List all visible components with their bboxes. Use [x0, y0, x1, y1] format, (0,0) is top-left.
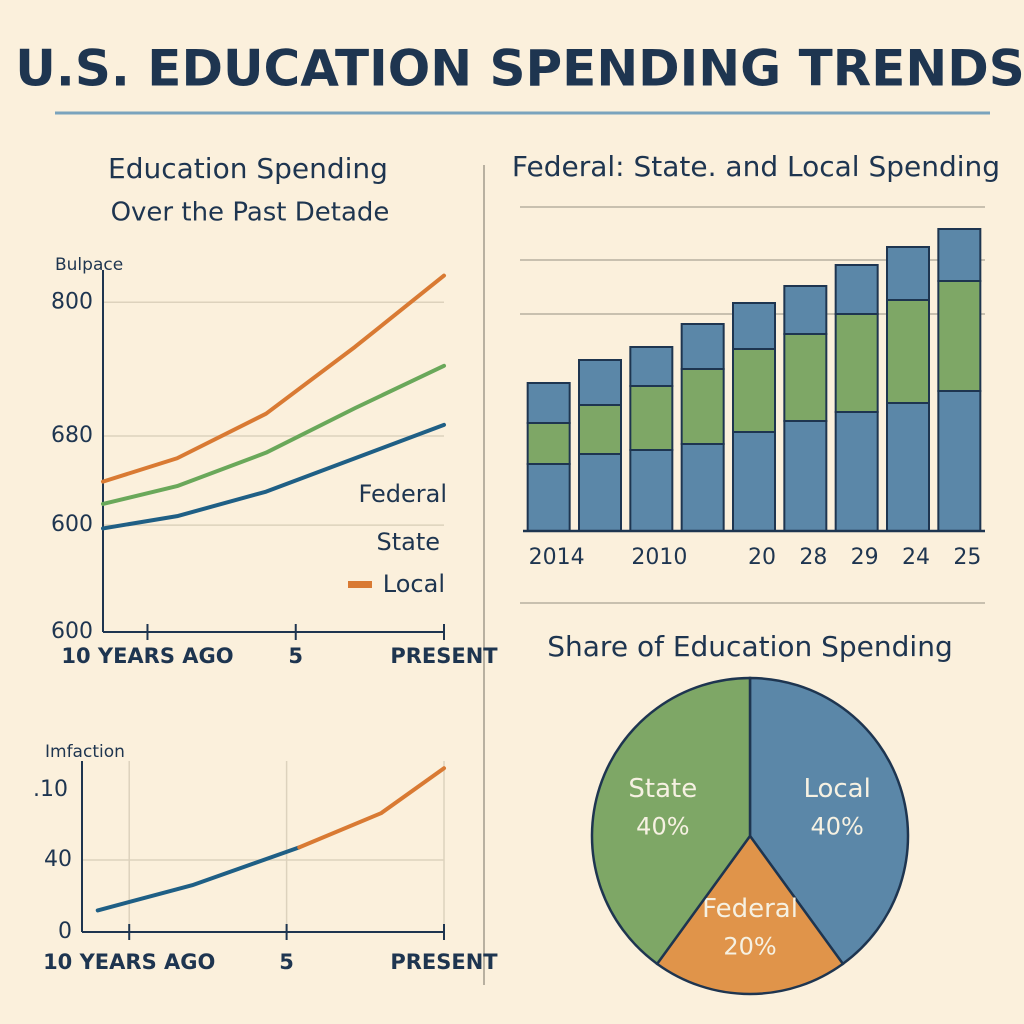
bar-segment — [937, 280, 982, 392]
y-tick-label: 40 — [44, 847, 72, 872]
slice-label: Federal — [702, 894, 798, 924]
y-axis-label: Imfaction — [45, 742, 125, 762]
x-tick-label: 24 — [902, 545, 930, 570]
bar-segment — [834, 264, 879, 315]
legend-swatch — [348, 581, 372, 588]
bar-segment — [886, 402, 930, 532]
slice-value: 20% — [723, 933, 776, 961]
bar-segment — [937, 228, 982, 282]
pie-slice — [590, 676, 752, 966]
bar-segment — [783, 285, 828, 335]
bar-segment — [526, 382, 571, 424]
bar-segment — [629, 385, 674, 451]
x-tick-label: 25 — [953, 545, 981, 570]
bar-segment — [629, 449, 674, 532]
bar-segment — [732, 302, 776, 350]
bar-segment — [886, 299, 930, 404]
y-axis-label: Bulpace — [55, 255, 123, 275]
legend-label: Federal — [359, 480, 448, 508]
chart-title: Share of Education Spending — [547, 630, 952, 663]
bar-segment — [886, 246, 930, 301]
bar-segment — [783, 333, 828, 422]
line-series — [95, 845, 302, 913]
bar-segment — [578, 404, 622, 455]
y-tick-label: 680 — [51, 423, 93, 448]
x-tick-label: 2014 — [529, 545, 585, 570]
bar-segment — [680, 368, 725, 445]
line-series — [101, 363, 446, 506]
x-tick-label: 5 — [279, 950, 294, 974]
x-tick-label: PRESENT — [390, 644, 498, 668]
y-tick-label: .10 — [33, 777, 68, 802]
slice-value: 40% — [810, 813, 863, 841]
bar-segment — [526, 463, 571, 532]
x-tick-label: 29 — [851, 545, 879, 570]
pie-slice — [748, 676, 910, 966]
bar-segment — [783, 420, 828, 532]
x-tick-label: 10 YEARS AGO — [61, 644, 233, 668]
legend-label: State — [376, 528, 440, 556]
chart-title: Education Spending — [108, 152, 388, 185]
bar-segment — [578, 453, 622, 532]
bar-segment — [834, 313, 879, 413]
bar-segment — [834, 411, 879, 532]
bar-segment — [680, 443, 725, 532]
chart-subtitle: Over the Past Detade — [111, 198, 390, 228]
bar-segment — [680, 323, 725, 370]
x-tick-label: 2010 — [631, 545, 687, 570]
line-series — [101, 422, 446, 531]
x-tick-label: 10 YEARS AGO — [43, 950, 215, 974]
bar-segment — [629, 346, 674, 387]
bar-segment — [578, 359, 622, 406]
slice-label: Local — [803, 774, 870, 804]
legend-label: Local — [383, 570, 445, 598]
y-tick-label: 0 — [58, 919, 72, 944]
pie-slice — [655, 833, 845, 996]
bar-segment — [937, 390, 982, 532]
x-tick-label: 5 — [288, 644, 303, 668]
x-tick-label: 28 — [799, 545, 827, 570]
bar-segment — [732, 348, 776, 433]
slice-label: State — [628, 774, 697, 804]
x-tick-label: 20 — [748, 545, 776, 570]
bar-segment — [732, 431, 776, 532]
chart-title: Federal: State. and Local Spending — [512, 150, 1000, 183]
bar-segment — [526, 422, 571, 465]
y-tick-label: 800 — [51, 289, 93, 314]
x-tick-label: PRESENT — [390, 950, 498, 974]
slice-value: 40% — [636, 813, 689, 841]
line-series — [297, 766, 446, 850]
y-tick-label: 600 — [51, 619, 93, 644]
line-series — [101, 273, 446, 484]
y-tick-label: 600 — [51, 512, 93, 537]
main-title: U.S. EDUCATION SPENDING TRENDS — [15, 40, 1024, 98]
